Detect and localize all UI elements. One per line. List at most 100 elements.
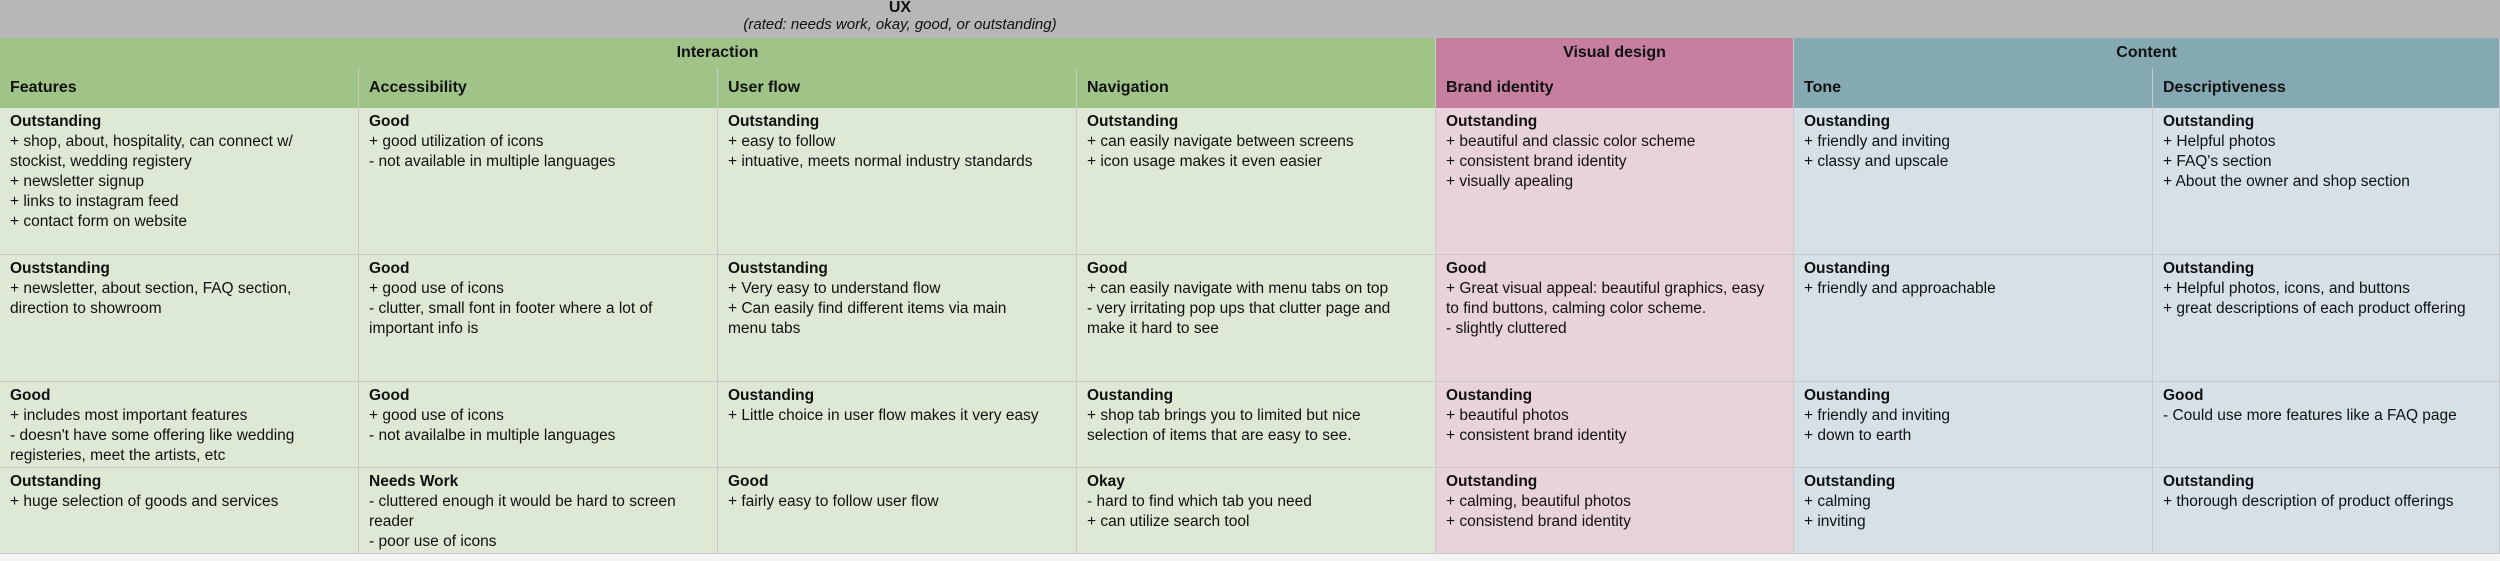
cell-line: + Helpful photos [2163, 133, 2276, 150]
cell-line: selection of items that are easy to see. [1087, 427, 1352, 444]
cell-rating: Oustanding [728, 387, 815, 404]
cell-brand[interactable]: Oustanding + beautiful photos + consistent… [1436, 382, 1794, 468]
cell-tone[interactable]: Outstanding + calming + inviting [1794, 468, 2153, 554]
cell-line: + classy and upscale [1804, 153, 1949, 170]
cell-line: - not available in multiple languages [369, 153, 616, 170]
title-row: UX (rated: needs work, okay, good, or ou… [0, 0, 1800, 38]
cell-line: + can easily navigate between screens [1087, 133, 1354, 150]
cell-rating: Outstanding [10, 473, 102, 490]
cell-rating: Ouststanding [728, 260, 828, 277]
cell-line: + inviting [1804, 513, 1866, 530]
cell-line: + friendly and approachable [1804, 280, 1996, 297]
cell-userflow[interactable]: Good + fairly easy to follow user flow [718, 468, 1077, 554]
cell-rating: Ouststanding [10, 260, 110, 277]
cell-line: + beautiful and classic color scheme [1446, 133, 1696, 150]
cell-line: + can easily navigate with menu tabs on … [1087, 280, 1389, 297]
cell-rating: Oustanding [1804, 387, 1891, 404]
cell-accessibility[interactable]: Good + good use of icons - clutter, small … [359, 255, 718, 382]
cell-rating: Outstanding [1804, 473, 1896, 490]
cell-userflow[interactable]: Outstanding + easy to follow + intuative, … [718, 108, 1077, 255]
cell-line: + About the owner and shop section [2163, 173, 2410, 190]
cell-descriptiveness[interactable]: Outstanding + Helpful photos + FAQ's secti… [2153, 108, 2500, 255]
cell-navigation[interactable]: Good + can easily navigate with menu tabs… [1077, 255, 1436, 382]
cell-navigation[interactable]: Okay - hard to find which tab you need + c… [1077, 468, 1436, 554]
cell-navigation[interactable]: Outstanding + can easily navigate between… [1077, 108, 1436, 255]
cell-line: stockist, wedding registery [10, 153, 192, 170]
cell-rating: Outstanding [2163, 473, 2255, 490]
cell-line: - cluttered enough it would be hard to s… [369, 493, 676, 510]
cell-line: + consistend brand identity [1446, 513, 1631, 530]
cell-line: + good utilization of icons [369, 133, 544, 150]
cell-rating: Oustanding [1446, 387, 1533, 404]
cell-descriptiveness[interactable]: Good - Could use more features like a FAQ… [2153, 382, 2500, 468]
cell-rating: Oustanding [1804, 260, 1891, 277]
cell-line: + calming [1804, 493, 1871, 510]
cell-line: + huge selection of goods and services [10, 493, 279, 510]
group-interaction: Interaction [0, 38, 1436, 68]
cell-brand[interactable]: Good + Great visual appeal: beautiful gra… [1436, 255, 1794, 382]
cell-rating: Outstanding [728, 113, 820, 130]
cell-line: + fairly easy to follow user flow [728, 493, 939, 510]
cell-features[interactable]: Good + includes most important features - … [0, 382, 359, 468]
cell-accessibility[interactable]: Good + good utilization of icons - not ava… [359, 108, 718, 255]
header-navigation[interactable]: Navigation [1077, 68, 1436, 108]
cell-descriptiveness[interactable]: Outstanding + Helpful photos, icons, and … [2153, 255, 2500, 382]
cell-line: + good use of icons [369, 407, 504, 424]
header-features[interactable]: Features [0, 68, 359, 108]
cell-features[interactable]: Outstanding + huge selection of goods and… [0, 468, 359, 554]
cell-line: + visually apealing [1446, 173, 1574, 190]
cell-line: reader [369, 513, 414, 530]
cell-line: + easy to follow [728, 133, 836, 150]
cell-line: registeries, meet the artists, etc [10, 447, 226, 464]
cell-line: + Can easily find different items via ma… [728, 300, 1007, 317]
cell-brand[interactable]: Outstanding + beautiful and classic color… [1436, 108, 1794, 255]
cell-line: + includes most important features [10, 407, 248, 424]
cell-line: + shop tab brings you to limited but nic… [1087, 407, 1361, 424]
cell-tone[interactable]: Oustanding + friendly and inviting + down … [1794, 382, 2153, 468]
cell-userflow[interactable]: Ouststanding + Very easy to understand fl… [718, 255, 1077, 382]
cell-line: + newsletter, about section, FAQ section… [10, 280, 292, 297]
cell-rating: Outstanding [10, 113, 102, 130]
cell-features[interactable]: Outstanding + shop, about, hospitality, c… [0, 108, 359, 255]
cell-tone[interactable]: Oustanding + friendly and approachable [1794, 255, 2153, 382]
cell-rating: Good [10, 387, 51, 404]
sheet-title: UX [888, 0, 912, 16]
cell-rating: Oustanding [1804, 113, 1891, 130]
cell-line: + icon usage makes it even easier [1087, 153, 1322, 170]
cell-line: + links to instagram feed [10, 193, 179, 210]
cell-line: + great descriptions of each product off… [2163, 300, 2466, 317]
cell-accessibility[interactable]: Needs Work - cluttered enough it would be… [359, 468, 718, 554]
cell-line: + contact form on website [10, 213, 188, 230]
cell-navigation[interactable]: Oustanding + shop tab brings you to limit… [1077, 382, 1436, 468]
cell-line: - hard to find which tab you need [1087, 493, 1312, 510]
cell-line: + beautiful photos [1446, 407, 1569, 424]
cell-rating: Outstanding [2163, 113, 2255, 130]
sheet-subtitle: (rated: needs work, okay, good, or outst… [743, 16, 1057, 33]
cell-line: + consistent brand identity [1446, 427, 1627, 444]
title-row-extension [1800, 0, 2500, 38]
header-tone[interactable]: Tone [1794, 68, 2153, 108]
cell-line: + consistent brand identity [1446, 153, 1627, 170]
cell-tone[interactable]: Oustanding + friendly and inviting + class… [1794, 108, 2153, 255]
cell-line: - slightly cluttered [1446, 320, 1567, 337]
cell-rating: Outstanding [1087, 113, 1179, 130]
header-accessibility[interactable]: Accessibility [359, 68, 718, 108]
cell-line: + Little choice in user flow makes it ve… [728, 407, 1039, 424]
cell-line: - poor use of icons [369, 533, 497, 550]
cell-rating: Good [369, 260, 410, 277]
cell-line: + Helpful photos, icons, and buttons [2163, 280, 2410, 297]
cell-line: + can utilize search tool [1087, 513, 1250, 530]
cell-line: direction to showroom [10, 300, 162, 317]
header-user-flow[interactable]: User flow [718, 68, 1077, 108]
cell-features[interactable]: Ouststanding + newsletter, about section,… [0, 255, 359, 382]
cell-rating: Needs Work [369, 473, 459, 490]
cell-brand[interactable]: Outstanding + calming, beautiful photos + … [1436, 468, 1794, 554]
cell-rating: Outstanding [2163, 260, 2255, 277]
cell-line: + FAQ's section [2163, 153, 2272, 170]
cell-accessibility[interactable]: Good + good use of icons - not availalbe i… [359, 382, 718, 468]
header-descriptiveness[interactable]: Descriptiveness [2153, 68, 2500, 108]
header-brand-identity[interactable]: Brand identity [1436, 68, 1794, 108]
cell-descriptiveness[interactable]: Outstanding + thorough description of pro… [2153, 468, 2500, 554]
cell-rating: Good [1446, 260, 1487, 277]
cell-userflow[interactable]: Oustanding + Little choice in user flow m… [718, 382, 1077, 468]
